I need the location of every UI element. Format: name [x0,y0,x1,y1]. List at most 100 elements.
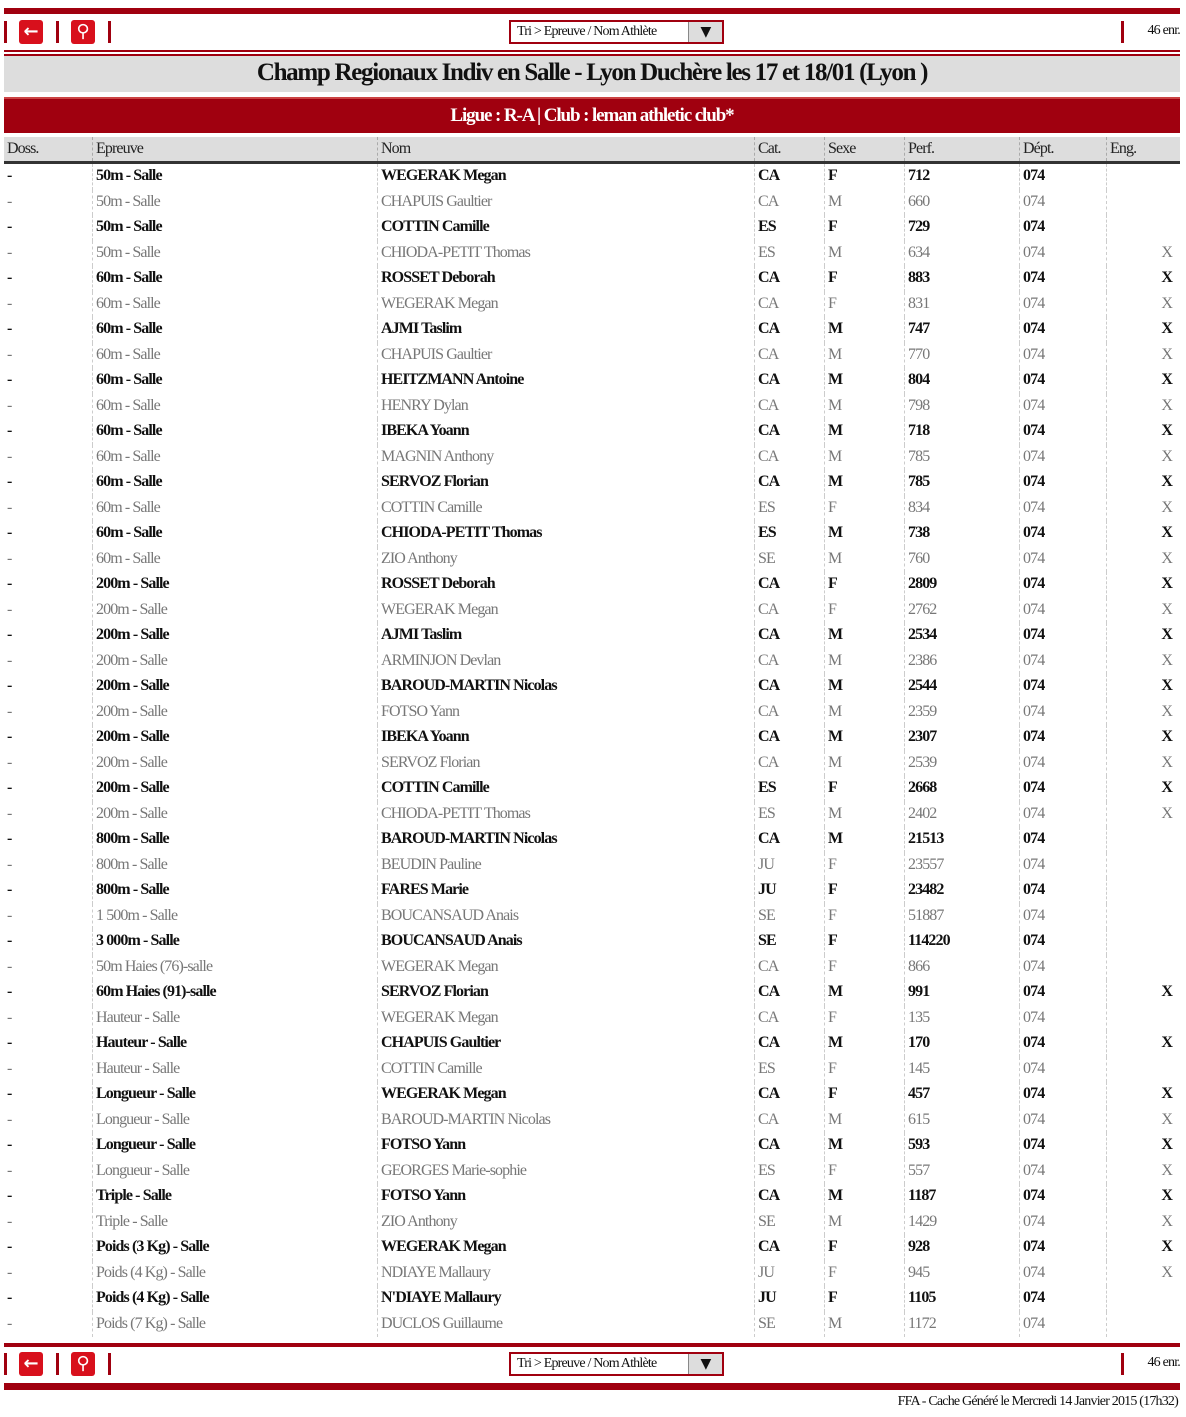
cell-nom: DUCLOS Guillaume [377,1311,503,1337]
cell-doss: - [7,243,12,261]
sort-value: Tri > Epreuve / Nom Athlète [517,1356,657,1371]
cell-dept: 074 [1019,776,1045,802]
table-row: - Poids (4 Kg) - Salle NDIAYE Mallaury JU F 9… [4,1260,1182,1286]
cell-sexe: M [824,1209,842,1235]
cell-doss: - [7,957,12,975]
cell-cat: SE [754,546,776,572]
cell-sexe: M [824,1031,843,1057]
cell-dept: 074 [1019,393,1045,419]
cell-nom: COTTIN Camille [377,495,483,521]
cell-epreuve: 200m - Salle [92,725,170,751]
cell-dept: 074 [1019,317,1045,343]
back-button[interactable]: ← [19,1352,43,1376]
search-button[interactable]: ⚲ [71,1352,95,1376]
cell-sexe: M [824,1107,842,1133]
table-row: - Longueur - Salle WEGERAK Megan CA F 457 074 X [4,1082,1180,1108]
cell-perf: 135 [904,1005,930,1031]
cell-perf: 615 [904,1107,930,1133]
cell-cat: CA [754,266,780,292]
cell-perf: 2544 [904,674,937,700]
table-row: - 60m - Salle HEITZMANN Antoine CA M 804 074 X [4,368,1180,394]
cell-sexe: M [824,801,842,827]
column-header-doss: Doss. [7,140,39,157]
cell-nom: FOTSO Yann [377,699,460,725]
cell-sexe: M [824,623,843,649]
cell-doss: - [7,575,12,592]
table-row: - 200m - Salle ROSSET Deborah CA F 2809 074 X [4,572,1180,598]
back-button[interactable]: ← [19,20,43,44]
cell-dept: 074 [1019,521,1045,547]
cell-dept: 074 [1019,1260,1045,1286]
chevron-down-icon[interactable]: ▼ [688,22,722,42]
chevron-down-icon[interactable]: ▼ [688,1354,722,1374]
cell-nom: FOTSO Yann [377,1184,466,1210]
cell-doss: - [7,983,12,1000]
cell-nom: WEGERAK Megan [377,1082,507,1108]
table-row: - 200m - Salle ARMINJON Devlan CA M 2386 074 X [4,648,1180,674]
cell-doss: - [7,524,12,541]
cell-doss: - [7,1289,12,1306]
record-count: 46 enr. [1147,1355,1180,1370]
cell-doss: - [7,932,12,949]
sort-select[interactable]: Tri > Epreuve / Nom Athlète ▼ [509,1352,724,1376]
cell-sexe: M [824,648,842,674]
divider [1121,21,1124,43]
divider [108,1353,111,1375]
cell-nom: CHAPUIS Gaultier [377,189,492,215]
cell-epreuve: 60m - Salle [92,342,161,368]
cell-eng: X [1106,1260,1182,1286]
cell-epreuve: Poids (4 Kg) - Salle [92,1286,210,1312]
cell-eng: X [1106,776,1182,802]
cell-doss: - [7,447,12,465]
cell-perf: 2402 [904,801,937,827]
cell-cat: CA [754,623,780,649]
cell-doss: - [7,677,12,694]
cell-doss: - [7,779,12,796]
rule [4,50,1180,52]
cell-eng: X [1106,546,1182,572]
cell-doss: - [7,167,12,184]
cell-sexe: F [824,495,837,521]
cell-perf: 457 [904,1082,930,1108]
cell-epreuve: 60m - Salle [92,368,163,394]
cell-eng: X [1106,1133,1182,1159]
cell-doss: - [7,651,12,669]
cell-epreuve: 60m - Salle [92,419,163,445]
cell-sexe: M [824,419,843,445]
cell-sexe: F [824,852,837,878]
cell-cat: CA [754,725,780,751]
cell-eng: X [1106,419,1182,445]
table-row: - 60m - Salle WEGERAK Megan CA F 831 074 X [4,291,1180,317]
cell-sexe: M [824,240,842,266]
cell-perf: 2668 [904,776,937,802]
sort-select[interactable]: Tri > Epreuve / Nom Athlète ▼ [509,20,724,44]
cell-nom: COTTIN Camille [377,1056,483,1082]
cell-epreuve: 60m - Salle [92,393,161,419]
cell-cat: CA [754,1031,780,1057]
cell-perf: 114220 [904,929,951,955]
cell-nom: HENRY Dylan [377,393,469,419]
cell-nom: N'DIAYE Mallaury [377,1286,502,1312]
cell-dept: 074 [1019,674,1045,700]
cell-dept: 074 [1019,725,1045,751]
cell-perf: 170 [904,1031,930,1057]
cell-perf: 718 [904,419,930,445]
cell-epreuve: 60m - Salle [92,546,161,572]
cell-sexe: M [824,1184,843,1210]
cell-eng: X [1106,495,1182,521]
table-row: - 200m - Salle CHIODA-PETIT Thomas ES M 2402 0… [4,801,1180,827]
cell-perf: 798 [904,393,930,419]
column-header-cat: Cat. [754,137,782,161]
cell-sexe: M [824,674,843,700]
cell-perf: 2534 [904,623,937,649]
search-button[interactable]: ⚲ [71,20,95,44]
cell-sexe: M [824,317,843,343]
cell-doss: - [7,753,12,771]
table-header: Doss. Epreuve Nom Cat. Sexe Perf. Dépt. Eng. [4,137,1180,164]
table-row: - Hauteur - Salle COTTIN Camille ES F 145 074 [4,1056,1180,1082]
cell-sexe: M [824,189,842,215]
cell-doss: - [7,294,12,312]
cell-dept: 074 [1019,852,1045,878]
divider [4,1353,7,1375]
arrow-left-icon: ← [23,1353,39,1374]
